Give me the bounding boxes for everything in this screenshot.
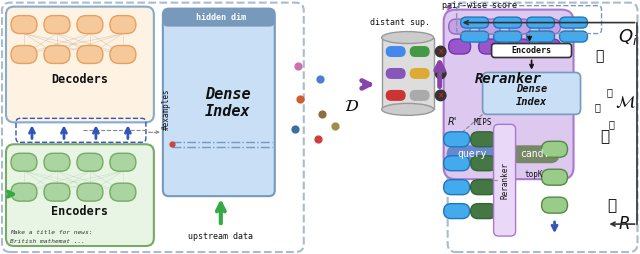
Text: query: query xyxy=(457,149,486,159)
Text: 📦: 📦 xyxy=(607,87,612,98)
Text: cand.: cand. xyxy=(520,149,549,159)
Text: $R$: $R$ xyxy=(618,215,630,233)
FancyBboxPatch shape xyxy=(527,17,554,28)
FancyBboxPatch shape xyxy=(470,180,497,195)
FancyBboxPatch shape xyxy=(449,39,470,54)
FancyBboxPatch shape xyxy=(11,183,37,201)
Text: ⛷: ⛷ xyxy=(607,199,616,214)
FancyBboxPatch shape xyxy=(470,132,497,147)
FancyBboxPatch shape xyxy=(539,19,561,34)
FancyBboxPatch shape xyxy=(541,169,568,185)
FancyBboxPatch shape xyxy=(509,145,559,163)
FancyBboxPatch shape xyxy=(6,7,154,122)
Text: upstream data: upstream data xyxy=(188,232,253,241)
Text: MIPS: MIPS xyxy=(474,118,492,127)
FancyBboxPatch shape xyxy=(509,19,531,34)
Text: R': R' xyxy=(448,117,458,127)
FancyBboxPatch shape xyxy=(509,39,531,54)
FancyBboxPatch shape xyxy=(77,183,103,201)
FancyBboxPatch shape xyxy=(559,31,588,42)
Bar xyxy=(381,38,434,109)
Text: 🔍: 🔍 xyxy=(595,50,604,64)
Text: hidden dim: hidden dim xyxy=(196,13,246,22)
FancyBboxPatch shape xyxy=(444,132,470,147)
FancyBboxPatch shape xyxy=(386,90,406,101)
FancyBboxPatch shape xyxy=(444,156,470,171)
FancyBboxPatch shape xyxy=(11,153,37,171)
FancyBboxPatch shape xyxy=(110,153,136,171)
FancyBboxPatch shape xyxy=(386,46,406,57)
Text: $Q_i$: $Q_i$ xyxy=(618,27,637,46)
FancyBboxPatch shape xyxy=(539,39,561,54)
FancyBboxPatch shape xyxy=(11,15,37,34)
Text: Encoders: Encoders xyxy=(511,46,552,55)
FancyBboxPatch shape xyxy=(444,10,573,179)
Text: Dense: Dense xyxy=(205,87,251,102)
Text: 📦: 📦 xyxy=(595,102,600,112)
FancyBboxPatch shape xyxy=(44,153,70,171)
Text: $\mathcal{D}$: $\mathcal{D}$ xyxy=(344,97,359,115)
Text: Make a title for news:: Make a title for news: xyxy=(10,230,93,234)
Text: British mathemat ...: British mathemat ... xyxy=(10,239,85,244)
FancyBboxPatch shape xyxy=(386,68,406,79)
Text: Encoders: Encoders xyxy=(51,205,108,218)
FancyBboxPatch shape xyxy=(44,183,70,201)
Text: $\mathcal{M}$: $\mathcal{M}$ xyxy=(615,93,636,112)
FancyBboxPatch shape xyxy=(110,15,136,34)
FancyBboxPatch shape xyxy=(541,141,568,157)
FancyBboxPatch shape xyxy=(110,183,136,201)
FancyBboxPatch shape xyxy=(163,9,275,27)
Circle shape xyxy=(435,45,447,57)
FancyBboxPatch shape xyxy=(77,153,103,171)
FancyBboxPatch shape xyxy=(410,68,429,79)
FancyBboxPatch shape xyxy=(541,197,568,213)
FancyBboxPatch shape xyxy=(444,204,470,219)
FancyBboxPatch shape xyxy=(163,9,275,196)
Text: 🤖: 🤖 xyxy=(600,129,609,144)
FancyBboxPatch shape xyxy=(110,45,136,64)
Text: #examples: #examples xyxy=(163,89,172,130)
FancyBboxPatch shape xyxy=(44,45,70,64)
FancyBboxPatch shape xyxy=(77,45,103,64)
FancyBboxPatch shape xyxy=(493,17,522,28)
FancyBboxPatch shape xyxy=(11,45,37,64)
FancyBboxPatch shape xyxy=(479,19,500,34)
FancyBboxPatch shape xyxy=(470,156,497,171)
Text: pair-wise score: pair-wise score xyxy=(442,1,517,10)
FancyBboxPatch shape xyxy=(479,39,500,54)
FancyBboxPatch shape xyxy=(6,144,154,246)
Text: ×: × xyxy=(438,91,444,100)
FancyBboxPatch shape xyxy=(527,31,554,42)
Ellipse shape xyxy=(381,103,434,115)
Circle shape xyxy=(435,68,447,80)
Text: distant sup.: distant sup. xyxy=(370,18,429,27)
Text: Index: Index xyxy=(516,97,547,107)
FancyBboxPatch shape xyxy=(493,124,516,236)
Text: Index: Index xyxy=(205,104,251,119)
Text: Reranker: Reranker xyxy=(475,72,542,86)
Text: 📦: 📦 xyxy=(609,119,614,129)
FancyBboxPatch shape xyxy=(444,180,470,195)
Text: Dense: Dense xyxy=(516,84,547,94)
FancyBboxPatch shape xyxy=(470,204,497,219)
Circle shape xyxy=(435,89,447,101)
FancyBboxPatch shape xyxy=(410,46,429,57)
FancyBboxPatch shape xyxy=(492,43,572,57)
Ellipse shape xyxy=(381,31,434,43)
Text: Decoders: Decoders xyxy=(51,73,108,86)
Text: topK: topK xyxy=(524,170,543,179)
FancyBboxPatch shape xyxy=(44,15,70,34)
FancyBboxPatch shape xyxy=(77,15,103,34)
FancyBboxPatch shape xyxy=(449,19,470,34)
FancyBboxPatch shape xyxy=(410,90,429,101)
Text: ✓: ✓ xyxy=(438,69,444,78)
FancyBboxPatch shape xyxy=(493,31,522,42)
FancyBboxPatch shape xyxy=(447,145,497,163)
FancyBboxPatch shape xyxy=(559,17,588,28)
Text: Reranker: Reranker xyxy=(500,162,509,199)
FancyBboxPatch shape xyxy=(483,72,580,114)
FancyBboxPatch shape xyxy=(461,17,488,28)
FancyBboxPatch shape xyxy=(461,31,488,42)
Text: ×: × xyxy=(438,47,444,56)
